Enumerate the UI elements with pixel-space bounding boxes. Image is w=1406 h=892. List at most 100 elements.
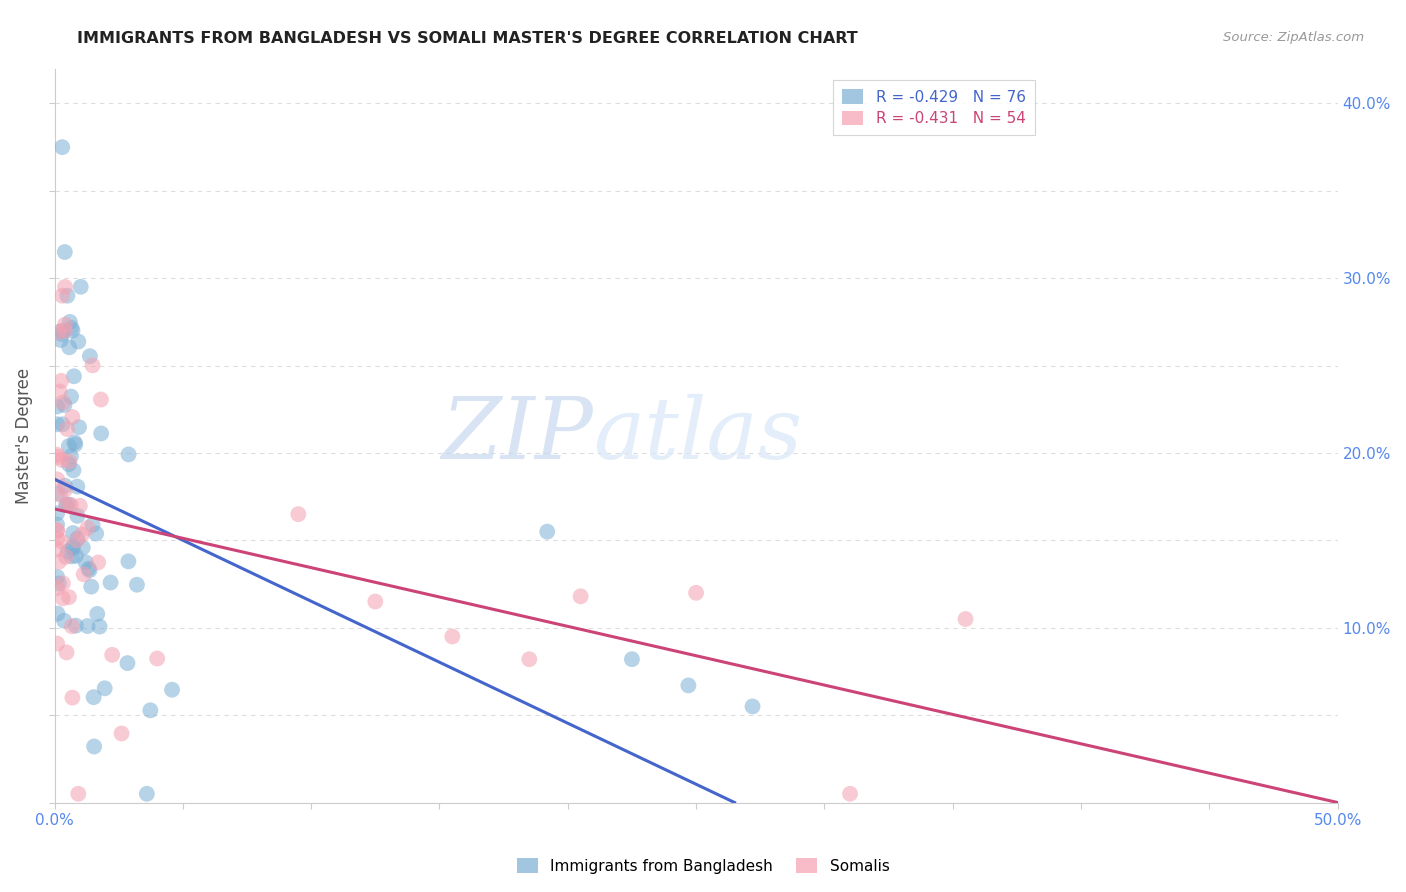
Point <box>51 374 73 388</box>
Point <box>62 540 84 554</box>
Point <box>56 422 79 436</box>
Point <box>52 591 75 606</box>
Point <box>46 417 69 432</box>
Point <box>46 523 69 537</box>
Point <box>287 507 309 521</box>
Point <box>117 554 139 568</box>
Point <box>48 555 70 569</box>
Point <box>77 561 100 575</box>
Point <box>536 524 558 539</box>
Point <box>46 607 69 621</box>
Text: Source: ZipAtlas.com: Source: ZipAtlas.com <box>1223 31 1364 45</box>
Point <box>46 542 69 557</box>
Point <box>51 534 73 549</box>
Point <box>46 400 69 414</box>
Point <box>100 575 122 590</box>
Point <box>66 479 89 493</box>
Point <box>67 334 90 349</box>
Point <box>82 359 104 373</box>
Point <box>63 369 86 384</box>
Point <box>66 532 89 546</box>
Point <box>685 586 707 600</box>
Point <box>46 506 69 520</box>
Point <box>67 420 90 434</box>
Point <box>69 499 91 513</box>
Point <box>160 682 183 697</box>
Point <box>62 463 84 477</box>
Point <box>53 318 76 332</box>
Point <box>60 690 83 705</box>
Point <box>73 567 96 582</box>
Point <box>110 726 132 740</box>
Text: IMMIGRANTS FROM BANGLADESH VS SOMALI MASTER'S DEGREE CORRELATION CHART: IMMIGRANTS FROM BANGLADESH VS SOMALI MAS… <box>77 31 858 46</box>
Point <box>59 498 82 512</box>
Point <box>52 395 75 409</box>
Point <box>87 556 110 570</box>
Point <box>741 699 763 714</box>
Point <box>117 656 139 670</box>
Point <box>66 533 89 547</box>
Point <box>86 607 108 621</box>
Legend: Immigrants from Bangladesh, Somalis: Immigrants from Bangladesh, Somalis <box>510 852 896 880</box>
Point <box>53 245 76 260</box>
Point <box>76 619 98 633</box>
Point <box>65 549 87 563</box>
Point <box>67 787 90 801</box>
Point <box>125 578 148 592</box>
Point <box>79 349 101 363</box>
Point <box>72 541 94 555</box>
Point <box>60 390 83 404</box>
Point <box>46 517 69 532</box>
Point <box>51 453 73 467</box>
Text: atlas: atlas <box>593 394 803 477</box>
Point <box>75 555 97 569</box>
Point <box>82 517 104 532</box>
Point <box>70 527 93 541</box>
Point <box>63 435 86 450</box>
Point <box>51 140 73 154</box>
Point <box>58 340 80 354</box>
Point <box>48 325 70 339</box>
Point <box>60 321 83 335</box>
Point <box>364 594 387 608</box>
Point <box>66 508 89 523</box>
Point <box>46 570 69 584</box>
Point <box>135 787 157 801</box>
Point <box>48 576 70 591</box>
Point <box>76 521 98 535</box>
Point <box>139 703 162 717</box>
Point <box>60 549 83 564</box>
Point <box>51 327 73 342</box>
Point <box>80 580 103 594</box>
Y-axis label: Master's Degree: Master's Degree <box>15 368 32 504</box>
Point <box>55 645 77 659</box>
Point <box>58 590 80 604</box>
Point <box>53 614 76 628</box>
Point <box>56 289 79 303</box>
Point <box>53 398 76 412</box>
Point <box>52 576 75 591</box>
Point <box>117 447 139 461</box>
Point <box>517 652 540 666</box>
Point <box>53 482 76 496</box>
Point <box>678 678 700 692</box>
Point <box>46 582 69 596</box>
Point <box>839 787 862 801</box>
Point <box>955 612 977 626</box>
Point <box>90 392 112 407</box>
Point <box>49 333 72 347</box>
Point <box>46 472 69 486</box>
Point <box>83 739 105 754</box>
Point <box>58 497 80 511</box>
Point <box>51 289 73 303</box>
Text: ZIP: ZIP <box>441 394 593 477</box>
Point <box>101 648 124 662</box>
Point <box>93 681 115 696</box>
Point <box>620 652 643 666</box>
Point <box>49 487 72 501</box>
Point <box>48 384 70 399</box>
Point <box>60 541 83 556</box>
Point <box>56 544 79 558</box>
Point <box>46 636 69 650</box>
Point <box>59 315 82 329</box>
